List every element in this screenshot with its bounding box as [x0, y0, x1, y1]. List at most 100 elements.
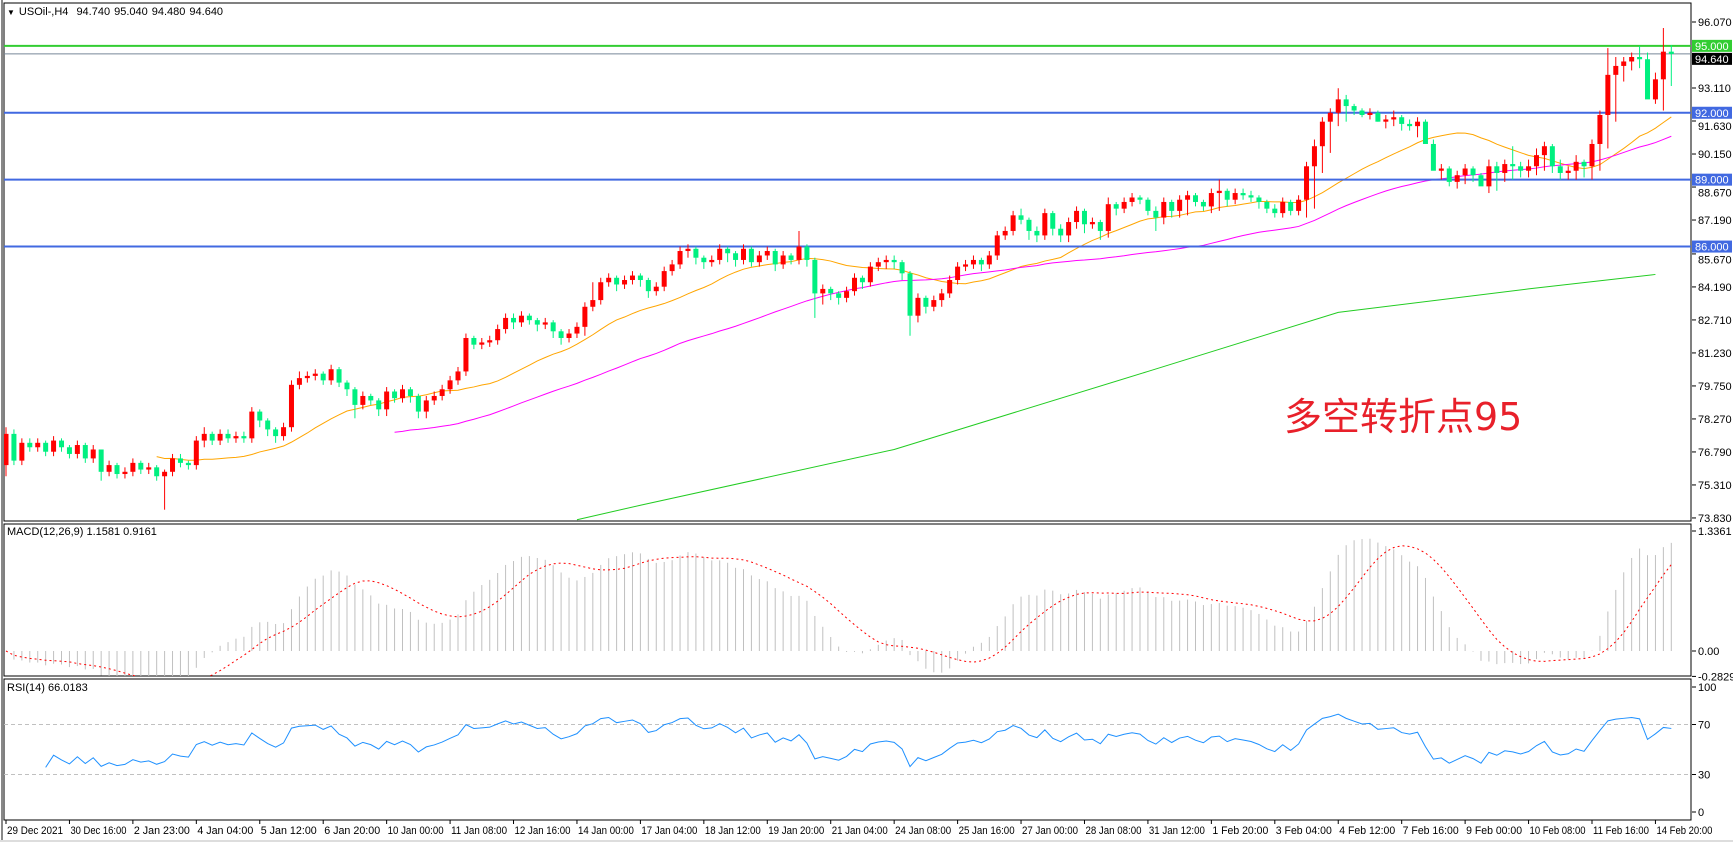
candle-body — [1359, 110, 1365, 115]
candle-body — [455, 371, 461, 381]
candle-body — [566, 333, 572, 338]
candle-body — [1121, 201, 1127, 209]
candle-body — [1343, 99, 1349, 107]
candle-body — [471, 337, 477, 345]
time-tick-label: 10 Jan 00:00 — [388, 825, 444, 837]
candle-body — [701, 257, 707, 263]
candle-body — [1438, 168, 1444, 171]
candle-body — [1335, 99, 1341, 113]
candle — [66, 445, 72, 459]
time-tick-label: 7 Feb 16:00 — [1403, 825, 1459, 837]
candle-body — [146, 467, 152, 470]
candle-body — [1462, 168, 1468, 176]
candle-body — [764, 251, 770, 256]
time-tick-label: 4 Feb 12:00 — [1339, 825, 1395, 837]
candle — [431, 391, 437, 405]
candle-body — [439, 389, 445, 396]
candle-body — [114, 465, 120, 475]
candle — [400, 384, 405, 403]
candle — [1343, 94, 1349, 122]
time-tick-label: 25 Jan 16:00 — [959, 825, 1015, 837]
candle — [1010, 210, 1016, 236]
candle-body — [463, 337, 469, 372]
rsi-pane-frame — [3, 678, 1692, 821]
macd-tick-label: 1.3361 — [1698, 526, 1732, 538]
candle — [1232, 188, 1238, 205]
candle — [748, 246, 754, 267]
candle-body — [312, 373, 318, 376]
candle — [439, 384, 445, 401]
candle — [828, 286, 834, 301]
candle-body — [717, 248, 723, 260]
candle-body — [1581, 161, 1587, 167]
candle — [1335, 88, 1341, 127]
candle — [1327, 108, 1333, 153]
candle — [1208, 188, 1214, 214]
candle-body — [931, 300, 937, 307]
candle-body — [368, 395, 374, 401]
time-tick-label: 18 Jan 12:00 — [705, 825, 761, 837]
candle — [836, 291, 842, 305]
candle-body — [1240, 193, 1246, 196]
candle-body — [1399, 117, 1405, 124]
candle — [1058, 224, 1064, 243]
candle — [185, 460, 191, 470]
candle-body — [1256, 197, 1262, 202]
candle-body — [685, 248, 691, 252]
candle — [582, 302, 588, 336]
macd-tick-label: -0.2829 — [1698, 671, 1733, 683]
candle — [1105, 197, 1111, 238]
candle-body — [1169, 201, 1175, 211]
candle-body — [249, 411, 255, 439]
candle — [360, 391, 366, 410]
candle-body — [328, 369, 334, 381]
candle — [1383, 114, 1389, 129]
rsi-tick-label: 0 — [1698, 807, 1704, 819]
price-tick-label: 78.270 — [1698, 414, 1732, 426]
macd-signal-line — [5, 545, 1672, 676]
candle-body — [923, 297, 929, 307]
candle — [1351, 103, 1357, 115]
time-tick-label: 9 Feb 00:00 — [1466, 825, 1522, 837]
triangle-down-icon[interactable]: ▼ — [7, 8, 15, 17]
candle — [1454, 170, 1460, 189]
candle — [257, 409, 263, 428]
candle — [201, 427, 207, 448]
candle-body — [645, 280, 651, 292]
candle-body — [1589, 143, 1595, 167]
candle-body — [4, 433, 9, 466]
candle-body — [1026, 219, 1032, 231]
price-tick-label: 93.110 — [1698, 83, 1731, 95]
price-tick-label: 73.830 — [1698, 513, 1732, 525]
candle-body — [820, 288, 826, 294]
candle-body — [217, 433, 223, 441]
candle — [130, 458, 136, 477]
candle — [344, 380, 350, 396]
candle — [328, 364, 334, 385]
candle — [1319, 117, 1325, 173]
candle-body — [154, 467, 160, 477]
candle-body — [1391, 117, 1397, 120]
candle-body — [447, 380, 453, 390]
candle — [994, 230, 1000, 260]
time-tick-label: 11 Jan 08:00 — [451, 825, 507, 837]
candle-body — [804, 246, 810, 260]
candle-body — [1629, 57, 1635, 62]
rsi-tick-label: 70 — [1698, 720, 1710, 732]
time-tick-label: 5 Jan 12:00 — [261, 825, 317, 837]
candle — [162, 469, 168, 510]
macd-tick-label: 0.00 — [1698, 646, 1719, 658]
candle — [4, 427, 9, 477]
time-tick-label: 11 Feb 16:00 — [1593, 825, 1649, 837]
candle — [296, 371, 302, 390]
candle — [463, 333, 469, 376]
candle-body — [1375, 112, 1381, 122]
candle — [661, 266, 667, 292]
candle — [122, 467, 128, 479]
candle-body — [90, 449, 96, 459]
candle — [645, 277, 651, 298]
candle — [1621, 57, 1627, 82]
candle-body — [899, 262, 905, 274]
candle — [1185, 190, 1191, 216]
